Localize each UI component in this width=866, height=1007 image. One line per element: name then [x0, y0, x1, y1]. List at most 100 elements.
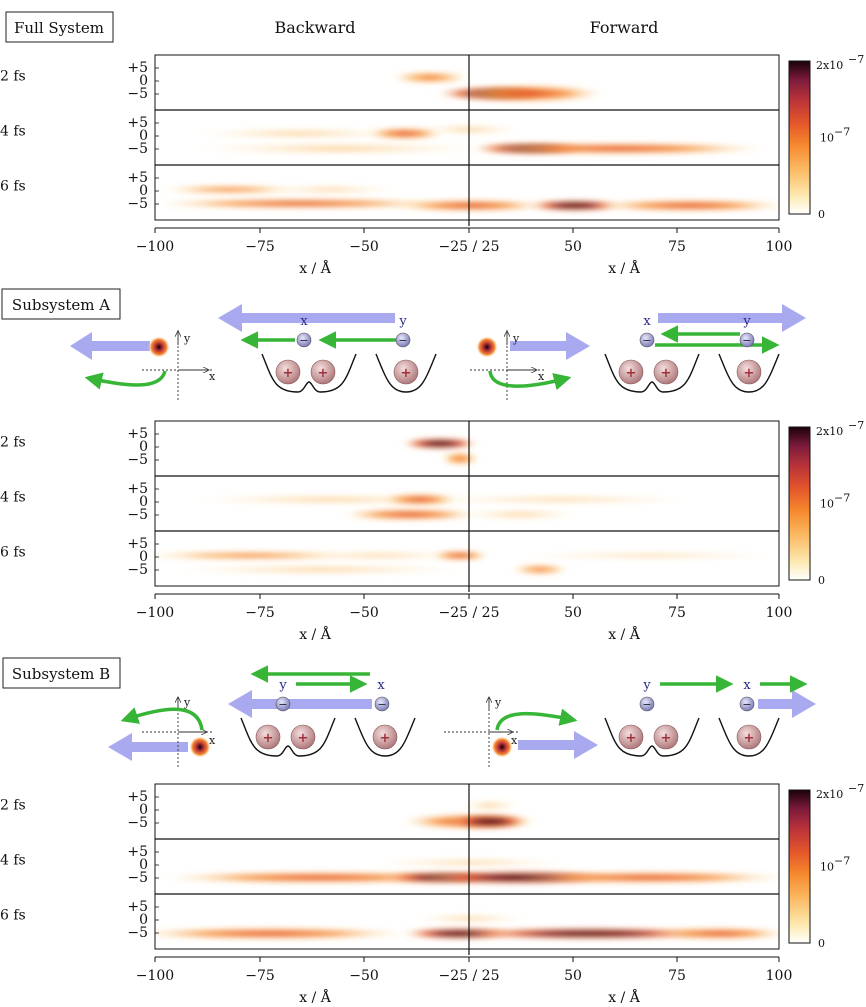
schematic-subsystem-a: y x y x x y x y − − − − + + + + +	[70, 304, 806, 402]
colorbar-mid-label: 10	[820, 498, 834, 511]
svg-text:−: −	[642, 334, 651, 347]
x-tick-label: 100	[766, 239, 793, 255]
y-tick-label: 0	[139, 439, 148, 455]
ion: +	[653, 359, 679, 385]
density-blob	[525, 199, 625, 212]
density-blob	[420, 124, 520, 135]
svg-text:+: +	[744, 731, 755, 746]
row-label: 6 fs	[0, 179, 26, 195]
svg-text:+: +	[626, 366, 637, 381]
colorbar-max-exp: −7	[848, 782, 864, 795]
density-blob	[460, 927, 720, 940]
row-label: 6 fs	[0, 545, 26, 561]
plot-frame	[154, 54, 780, 221]
x-axis-label-backward: x / Å	[299, 625, 332, 643]
ion: +	[393, 359, 419, 385]
density-blob	[160, 185, 300, 194]
density-blob	[190, 142, 490, 155]
x-tick-label: 75	[668, 968, 686, 984]
heatmap-panel-subsystem-b: 2 fs+50−54 fs+50−56 fs+50−5−100 −75 −50 −25…	[0, 782, 864, 1006]
density-blob	[260, 185, 400, 194]
y-tick-label: +5	[127, 481, 148, 497]
colorbar	[788, 426, 811, 581]
lavender-arrow	[218, 304, 242, 332]
x-tick-label: −50	[349, 239, 379, 255]
ion: +	[372, 724, 398, 750]
x-tick-label: −25 / 25	[439, 239, 500, 255]
coord-label-x: x	[743, 678, 751, 693]
svg-text:−: −	[742, 698, 751, 711]
x-tick-label: −75	[245, 605, 275, 621]
colorbar	[788, 60, 811, 215]
density-blob	[390, 199, 550, 212]
row-label: 2 fs	[0, 69, 26, 85]
ion: +	[275, 359, 301, 385]
density-blob	[155, 927, 410, 940]
y-tick-label: 0	[139, 494, 148, 510]
lavender-arrow	[228, 690, 252, 718]
x-tick-label: −100	[136, 239, 174, 255]
y-tick-label: −5	[127, 196, 148, 212]
y-tick-label: +5	[127, 536, 148, 552]
panel-title-subsystem-a: Subsystem A	[1, 288, 121, 320]
y-tick-label: 0	[139, 912, 148, 928]
density-blob	[450, 814, 530, 829]
x-axis-label-backward: x / Å	[299, 259, 332, 277]
electron: −	[395, 332, 411, 348]
y-tick-label: 0	[139, 857, 148, 873]
x-tick-label: −50	[349, 968, 379, 984]
svg-text:−: −	[742, 334, 751, 347]
y-tick-label: +5	[127, 115, 148, 131]
svg-text:+: +	[263, 731, 274, 746]
y-tick-label: −5	[127, 141, 148, 157]
colorbar-min-label: 0	[818, 937, 825, 950]
axis-y-label: y	[494, 696, 502, 709]
x-tick-label: −100	[136, 968, 174, 984]
x-axis-label-forward: x / Å	[608, 259, 641, 277]
panel-title-full: Full System	[5, 11, 114, 43]
ion: +	[618, 724, 644, 750]
y-tick-label: −5	[127, 925, 148, 941]
heatmap-panel-full: 2 fs+50−54 fs+50−56 fs+50−5−100 −75 −50 −25…	[0, 53, 864, 277]
density-blob	[400, 437, 480, 450]
density-blob	[420, 495, 700, 504]
x-axis-label-forward: x / Å	[608, 625, 641, 643]
density-blob	[155, 198, 450, 209]
wavepacket	[491, 736, 513, 758]
svg-text:+: +	[744, 366, 755, 381]
coord-label-y: y	[278, 678, 287, 693]
colorbar-min-label: 0	[818, 574, 825, 587]
x-tick-label: −50	[349, 605, 379, 621]
ion: +	[736, 724, 762, 750]
svg-text:+: +	[283, 366, 294, 381]
electron: −	[296, 332, 312, 348]
x-axis-label-backward: x / Å	[299, 988, 332, 1006]
green-arrow	[495, 708, 578, 731]
density-blob	[510, 564, 570, 575]
row-label: 4 fs	[0, 490, 26, 506]
schematic-subsystem-b: y x y x y x y x − − − − + + + + + +	[108, 665, 816, 767]
density-blob	[650, 927, 779, 940]
colorbar-max-label: 2x10	[816, 425, 843, 438]
density-blob	[590, 199, 779, 212]
colorbar-mid-exp: −7	[834, 126, 850, 139]
plot-content	[155, 71, 779, 212]
axis-y-label: y	[183, 332, 191, 345]
colorbar-mid-exp: −7	[834, 855, 850, 868]
svg-text:+: +	[318, 366, 329, 381]
x-tick-label: 50	[564, 968, 582, 984]
svg-text:Subsystem A: Subsystem A	[12, 296, 110, 314]
density-blob	[430, 550, 490, 561]
green-arrow	[120, 707, 204, 731]
svg-text:−: −	[642, 698, 651, 711]
y-tick-label: −5	[127, 562, 148, 578]
wavepacket	[476, 336, 498, 358]
lavender-arrow	[782, 304, 806, 332]
coord-label-y: y	[642, 678, 651, 693]
x-tick-label: −25 / 25	[439, 968, 500, 984]
electron: −	[275, 696, 291, 712]
y-tick-label: +5	[127, 60, 148, 76]
plot-background	[155, 784, 779, 949]
plot-frame	[154, 420, 780, 587]
